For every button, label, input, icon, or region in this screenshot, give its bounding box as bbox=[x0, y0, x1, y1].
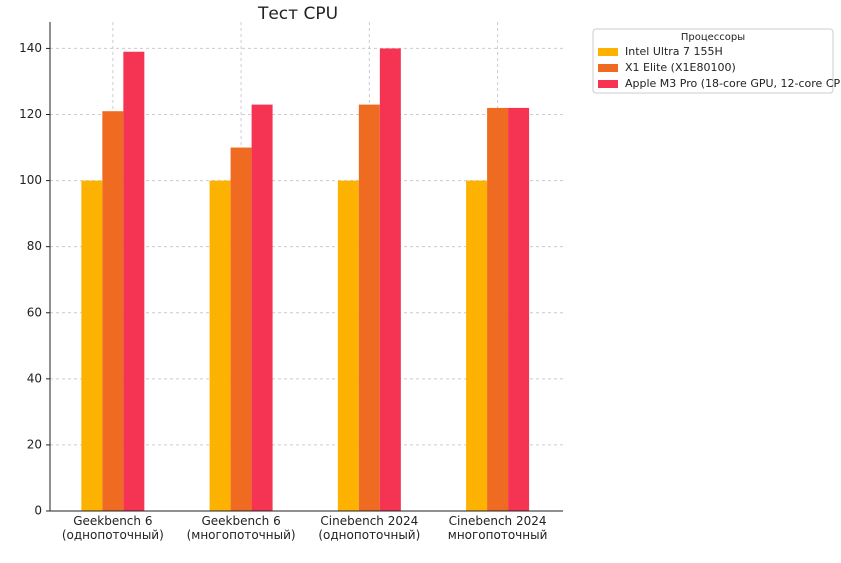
legend-label: X1 Elite (X1E80100) bbox=[625, 61, 736, 74]
bar bbox=[487, 107, 509, 512]
legend-swatch bbox=[598, 48, 618, 56]
y-tick-label: 40 bbox=[27, 371, 42, 385]
legend-title: Процессоры bbox=[681, 32, 745, 43]
legend-swatch bbox=[598, 64, 618, 72]
bar bbox=[251, 104, 273, 511]
y-tick-label: 140 bbox=[19, 41, 42, 55]
legend-box bbox=[592, 28, 834, 94]
y-tick-label: 80 bbox=[27, 239, 42, 253]
y-tick-label: 0 bbox=[34, 504, 42, 518]
bar bbox=[508, 107, 530, 512]
bar bbox=[102, 111, 124, 511]
bar bbox=[358, 104, 380, 511]
chart-title: Тест CPU bbox=[257, 4, 338, 24]
bar bbox=[209, 180, 231, 511]
y-tick-label: 20 bbox=[27, 437, 42, 451]
bar bbox=[379, 48, 401, 511]
bar bbox=[466, 180, 488, 511]
bar bbox=[230, 147, 252, 511]
legend-label: Apple M3 Pro (18-core GPU, 12-core CPU) bbox=[625, 77, 841, 90]
bar bbox=[337, 180, 359, 511]
y-tick-label: 120 bbox=[19, 107, 42, 121]
x-tick-label: Cinebench 2024 (однопоточный) bbox=[318, 514, 421, 542]
x-tick-label: Geekbench 6 (однопоточный) bbox=[61, 514, 164, 542]
x-tick-label: Geekbench 6 (многопоточный) bbox=[186, 514, 296, 542]
y-tick-label: 60 bbox=[27, 305, 42, 319]
y-tick-label: 100 bbox=[19, 173, 42, 187]
x-tick-label: Cinebench 2024 многопоточный bbox=[447, 514, 548, 542]
bar bbox=[123, 51, 145, 512]
legend-label: Intel Ultra 7 155H bbox=[625, 45, 723, 58]
bar bbox=[81, 180, 103, 511]
legend-swatch bbox=[598, 80, 618, 88]
